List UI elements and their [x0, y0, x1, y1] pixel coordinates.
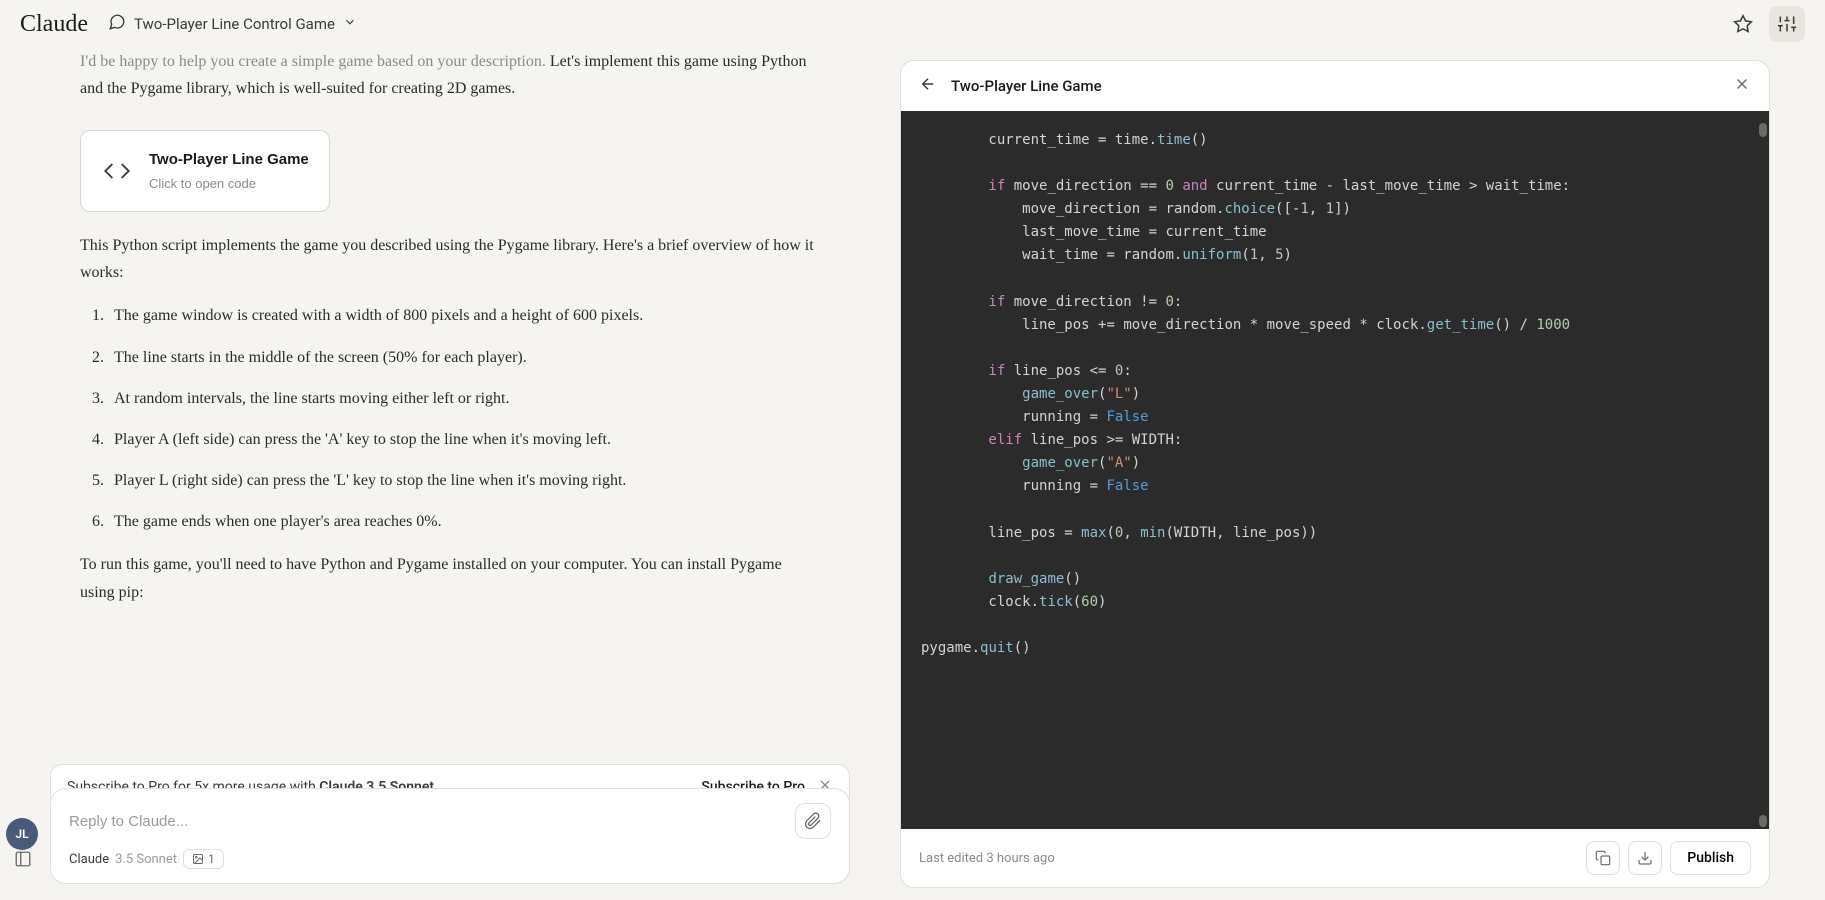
code-panel: Two-Player Line Game current_time = time…: [900, 60, 1770, 888]
input-area: Claude 3.5 Sonnet 1: [50, 788, 850, 884]
outro-para: To run this game, you'll need to have Py…: [80, 551, 820, 605]
intro-text-1: I'd be happy to help you create a simple…: [80, 53, 546, 70]
model-name[interactable]: Claude: [69, 852, 109, 867]
feature-list: The game window is created with a width …: [108, 302, 820, 535]
copy-button[interactable]: [1586, 841, 1620, 875]
assistant-message: I'd be happy to help you create a simple…: [50, 48, 850, 606]
list-item: The line starts in the middle of the scr…: [108, 344, 820, 371]
artifact-card[interactable]: Two-Player Line Game Click to open code: [80, 130, 330, 212]
list-item: The game window is created with a width …: [108, 302, 820, 329]
star-button[interactable]: [1725, 6, 1761, 42]
list-item: The game ends when one player's area rea…: [108, 508, 820, 535]
last-edited-text: Last edited 3 hours ago: [919, 851, 1055, 866]
code-panel-header: Two-Player Line Game: [901, 61, 1769, 111]
download-button[interactable]: [1628, 841, 1662, 875]
code-body[interactable]: current_time = time.time() if move_direc…: [901, 111, 1769, 829]
chat-icon: [108, 13, 126, 35]
description-para: This Python script implements the game y…: [80, 232, 820, 286]
chat-title: Two-Player Line Control Game: [134, 15, 335, 33]
chevron-down-icon: [343, 15, 357, 33]
model-variant: 3.5 Sonnet: [115, 852, 177, 867]
publish-button[interactable]: Publish: [1670, 841, 1751, 875]
reply-input[interactable]: [69, 813, 795, 830]
panel-close-button[interactable]: [1733, 75, 1751, 97]
image-count-badge[interactable]: 1: [183, 849, 224, 869]
chat-panel: I'd be happy to help you create a simple…: [0, 48, 900, 900]
claude-logo[interactable]: Claude: [20, 11, 88, 38]
list-item: Player A (left side) can press the 'A' k…: [108, 426, 820, 453]
settings-button[interactable]: [1769, 6, 1805, 42]
code-panel-title: Two-Player Line Game: [951, 77, 1102, 95]
artifact-title: Two-Player Line Game: [149, 147, 309, 173]
list-item: At random intervals, the line starts mov…: [108, 385, 820, 412]
attach-button[interactable]: [795, 803, 831, 839]
back-button[interactable]: [919, 75, 937, 97]
artifact-subtitle: Click to open code: [149, 173, 309, 195]
code-icon: [101, 155, 133, 187]
scrollbar[interactable]: [1757, 111, 1767, 829]
app-header: Claude Two-Player Line Control Game: [0, 0, 1825, 48]
chat-title-area[interactable]: Two-Player Line Control Game: [108, 13, 357, 35]
list-item: Player L (right side) can press the 'L' …: [108, 467, 820, 494]
code-footer: Last edited 3 hours ago Publish: [901, 829, 1769, 887]
